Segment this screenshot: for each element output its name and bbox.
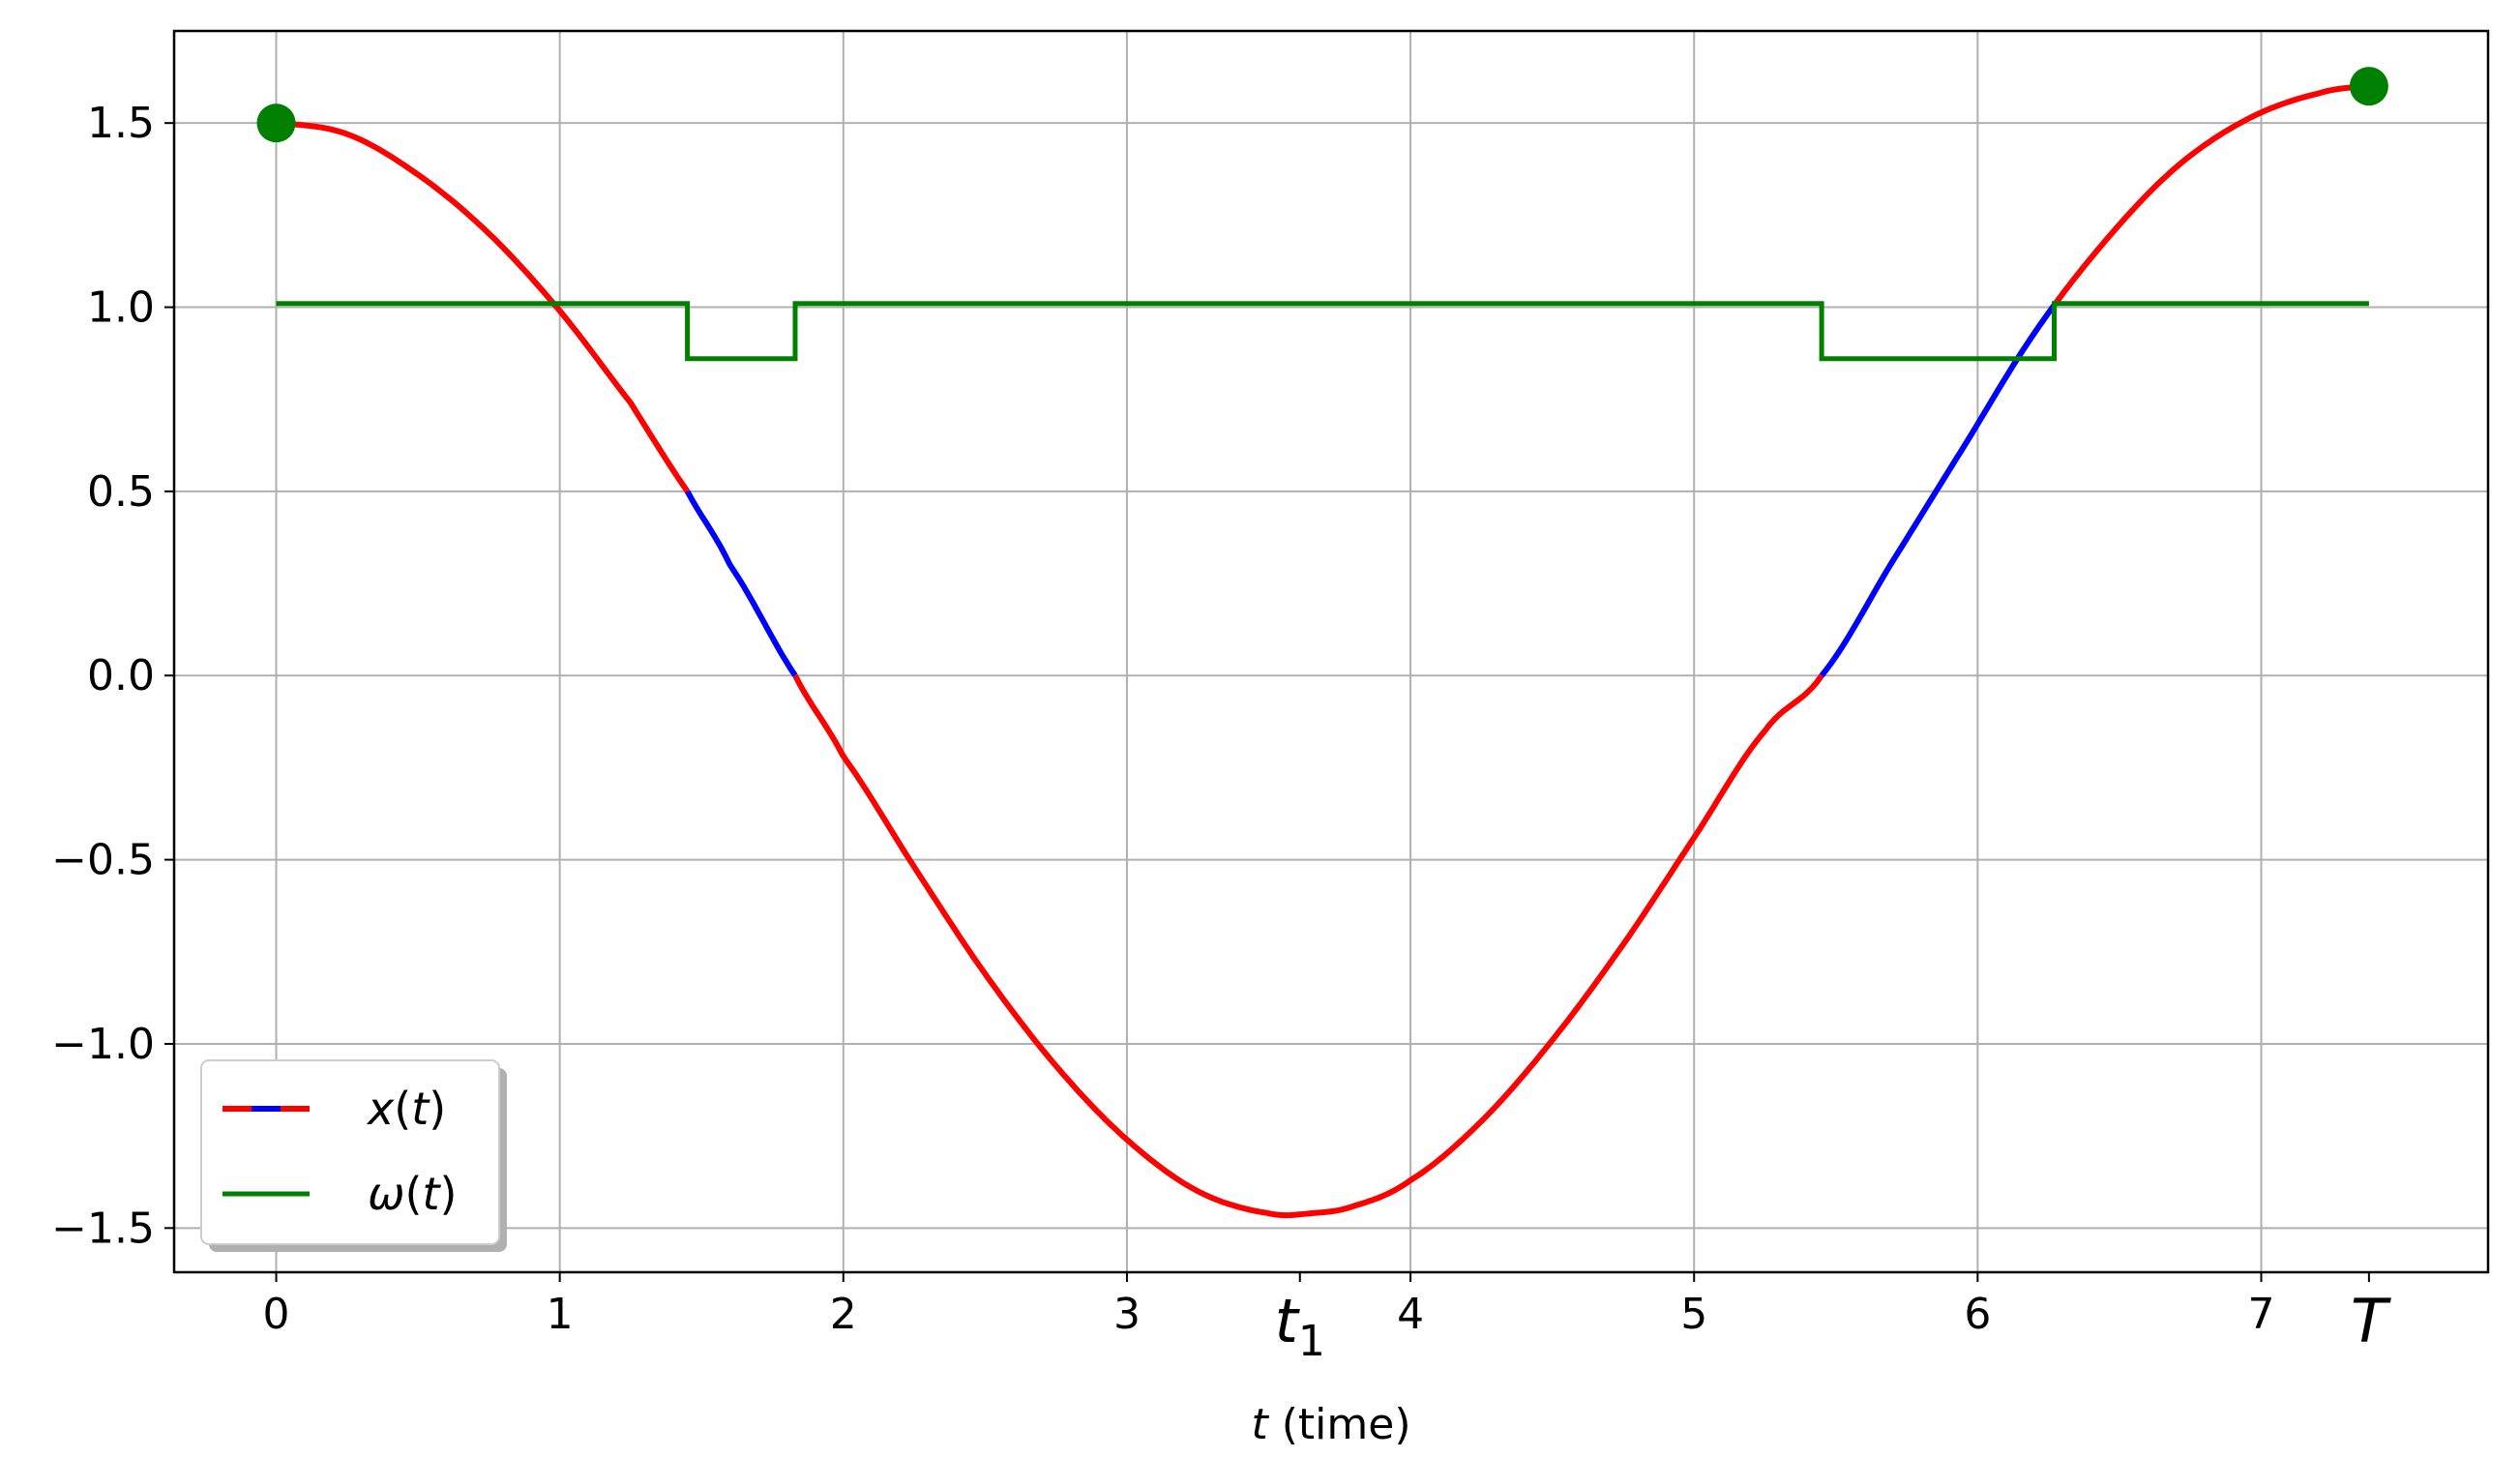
x-axis-label-rest: (time) xyxy=(1268,1400,1411,1449)
x-t-line-segment xyxy=(276,120,691,493)
x-t-line-segment xyxy=(2052,83,2370,308)
y-tick-label: 0.0 xyxy=(87,651,155,700)
x-tick-label: 0 xyxy=(263,1290,290,1339)
x-tick-label: 2 xyxy=(830,1290,857,1339)
legend: x(t) ω(t) xyxy=(200,1059,507,1252)
special-tick-label: T xyxy=(2351,1286,2391,1356)
x-tick-label: 3 xyxy=(1113,1290,1141,1339)
y-tick-label: −0.5 xyxy=(51,836,155,885)
plot-area xyxy=(256,67,2388,1219)
grid xyxy=(174,31,2488,1272)
y-axis: 1.5 1.0 0.5 0.0 −0.5 −1.0 −1.5 xyxy=(51,99,174,1253)
x-tick-label: 6 xyxy=(1964,1290,1991,1339)
x-tick-label: 1 xyxy=(547,1290,574,1339)
endpoint-marker xyxy=(256,104,296,143)
y-tick-label: −1.0 xyxy=(51,1020,155,1069)
omega-t-step-line xyxy=(276,301,2369,362)
y-tick-label: 1.0 xyxy=(87,283,155,333)
y-tick-label: 1.5 xyxy=(87,99,155,148)
special-tick-label: t1 xyxy=(1275,1286,1325,1366)
x-axis-label: t (time) xyxy=(1252,1400,1411,1449)
x-t-line-segment xyxy=(792,673,1824,1219)
x-tick-label: 7 xyxy=(2247,1290,2274,1339)
legend-label-x-t: x(t) xyxy=(366,1083,446,1135)
legend-label-omega-t: ω(t) xyxy=(368,1168,457,1220)
y-tick-label: 0.5 xyxy=(87,467,155,517)
y-tick-label: −1.5 xyxy=(51,1204,155,1253)
x-tick-label: 5 xyxy=(1680,1290,1707,1339)
plot-frame xyxy=(172,29,2490,1274)
x-t-line-highlight-segment xyxy=(684,490,798,677)
x-t-line-highlight-segment xyxy=(1819,303,2057,678)
x-axis-label-var: t xyxy=(1252,1400,1270,1449)
x-tick-label: 4 xyxy=(1397,1290,1424,1339)
endpoint-marker xyxy=(2349,67,2388,106)
x-axis: 0 1 2 3 4 5 6 7 t1 T xyxy=(263,1272,2391,1366)
